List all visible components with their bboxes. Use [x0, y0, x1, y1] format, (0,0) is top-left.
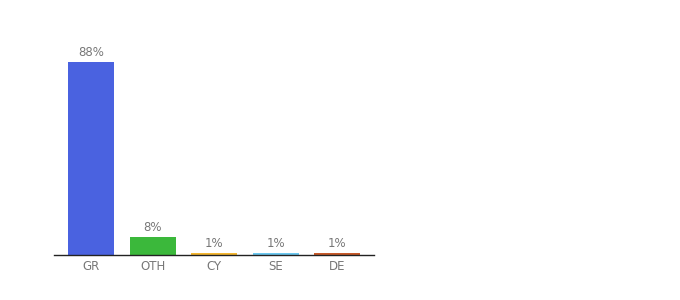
Text: 1%: 1% — [205, 236, 224, 250]
Text: 1%: 1% — [328, 236, 346, 250]
Bar — [68, 62, 114, 255]
Text: 1%: 1% — [267, 236, 285, 250]
Bar — [314, 253, 360, 255]
Text: 8%: 8% — [143, 221, 162, 234]
Text: 88%: 88% — [78, 46, 104, 59]
Bar — [191, 253, 237, 255]
Bar — [252, 253, 299, 255]
Bar — [130, 238, 176, 255]
